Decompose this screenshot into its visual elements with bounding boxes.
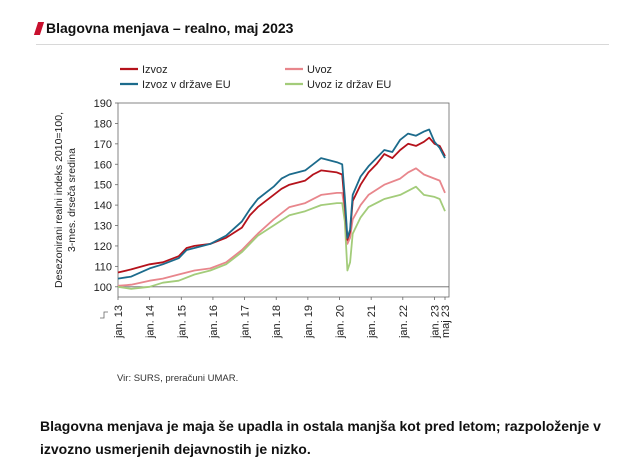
x-tick-label: jan. 21: [366, 305, 378, 339]
title-divider: [36, 44, 609, 45]
page-title-text: Blagovna menjava – realno, maj 2023: [46, 20, 294, 36]
y-tick-label: 160: [94, 159, 112, 171]
y-axis-title: Desezonirani realni indeks 2010=100, 3-me…: [53, 112, 78, 288]
plot-frame: [117, 102, 450, 298]
y-tick-label: 170: [94, 139, 112, 151]
series-line-0: [117, 136, 446, 274]
chart-legend: Izvoz Uvoz Izvoz v države EU Uvoz iz držav …: [120, 64, 391, 91]
y-tick-label: 110: [94, 261, 112, 273]
x-tick-label: jan. 17: [240, 305, 252, 339]
x-tick-label: jan. 18: [271, 305, 283, 339]
x-tick-label: jan. 20: [335, 305, 347, 339]
x-tick-label: jan. 14: [145, 305, 157, 339]
series-line-3: [117, 185, 446, 290]
x-tick-label: jan. 23: [429, 305, 441, 339]
x-tick-label: jan. 22: [398, 305, 410, 339]
y-tick-label: 140: [94, 200, 112, 212]
axis-break-mark: [100, 311, 108, 319]
title-accent-mark: [33, 21, 45, 35]
y-axis-title-line: 3-mes. drseča sredina: [66, 148, 78, 252]
legend-label: Izvoz: [142, 64, 168, 76]
chart: Izvoz Uvoz Izvoz v države EU Uvoz iz držav …: [53, 64, 452, 339]
x-tick-label: jan. 15: [176, 305, 188, 339]
y-tick-label: 180: [94, 118, 112, 130]
series-line-2: [117, 128, 446, 280]
chart-source: Vir: SURS, preračuni UMAR.: [117, 373, 239, 384]
y-axis-title-line: Desezonirani realni indeks 2010=100,: [53, 112, 65, 288]
legend-label: Izvoz v države EU: [142, 79, 231, 91]
series-line-1: [117, 167, 446, 287]
y-tick-label: 150: [94, 180, 112, 192]
legend-label: Uvoz: [307, 64, 332, 76]
x-tick-label: jan. 13: [113, 305, 125, 339]
x-tick-label: maj 23: [440, 305, 452, 338]
chart-series: [117, 128, 446, 290]
chart-caption: Blagovna menjava je maja še upadla in os…: [40, 418, 601, 457]
legend-label: Uvoz iz držav EU: [307, 79, 391, 91]
x-tick-label: jan. 19: [303, 305, 315, 339]
x-tick-label: jan. 16: [208, 305, 220, 339]
page-title: Blagovna menjava – realno, maj 2023: [33, 20, 294, 36]
y-tick-label: 120: [94, 241, 112, 253]
y-tick-label: 130: [94, 221, 112, 233]
y-tick-label: 190: [94, 98, 112, 110]
y-tick-label: 100: [94, 282, 112, 294]
